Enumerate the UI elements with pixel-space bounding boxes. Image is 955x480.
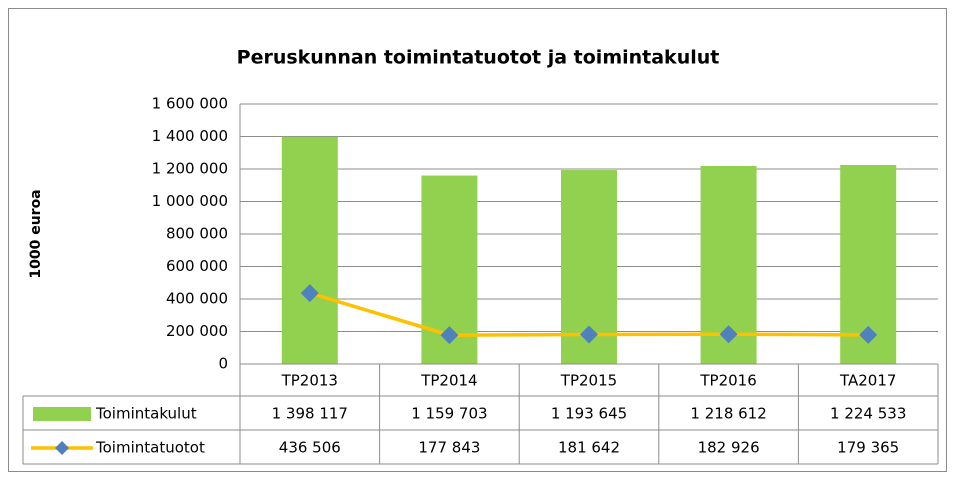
- table-value: 1 193 645: [551, 405, 627, 423]
- y-tick-label: 600 000: [166, 257, 228, 275]
- table-value: 436 506: [279, 439, 341, 457]
- table-value: 1 218 612: [690, 405, 766, 423]
- marker: [719, 325, 738, 344]
- y-tick-label: 1 400 000: [152, 127, 228, 145]
- x-tick-label: TP2016: [699, 372, 756, 390]
- chart-border: [8, 8, 947, 472]
- chart-title: Peruskunnan toimintatuotot ja toimintaku…: [237, 47, 720, 69]
- table-value: 1 224 533: [830, 405, 906, 423]
- legend-swatch: [33, 407, 91, 421]
- y-tick-label: 200 000: [166, 322, 228, 340]
- y-tick-label: 1 000 000: [152, 192, 228, 210]
- y-tick-label: 1 600 000: [152, 95, 228, 113]
- table-value: 1 159 703: [411, 405, 487, 423]
- y-tick-label: 400 000: [166, 290, 228, 308]
- x-tick-label: TP2015: [560, 372, 617, 390]
- x-tick-label: TP2013: [281, 372, 338, 390]
- y-axis-label: 1000 euroa: [28, 189, 44, 278]
- table-value: 1 398 117: [272, 405, 348, 423]
- legend-marker: [55, 441, 69, 455]
- y-tick-label: 0: [218, 355, 228, 373]
- x-tick-label: TP2014: [420, 372, 477, 390]
- marker: [440, 326, 459, 345]
- table-value: 181 642: [558, 439, 620, 457]
- marker: [580, 325, 598, 344]
- table-value: 182 926: [698, 439, 760, 457]
- marker: [859, 325, 878, 344]
- x-tick-label: TA2017: [839, 372, 896, 390]
- legend-label: Toimintatuotot: [95, 439, 205, 457]
- y-tick-label: 1 200 000: [152, 160, 228, 178]
- y-tick-label: 800 000: [166, 225, 228, 243]
- table-value: 179 365: [837, 439, 899, 457]
- table-value: 177 843: [418, 439, 480, 457]
- legend-label: Toimintakulut: [95, 405, 197, 423]
- marker: [300, 284, 319, 303]
- bar: [281, 136, 338, 364]
